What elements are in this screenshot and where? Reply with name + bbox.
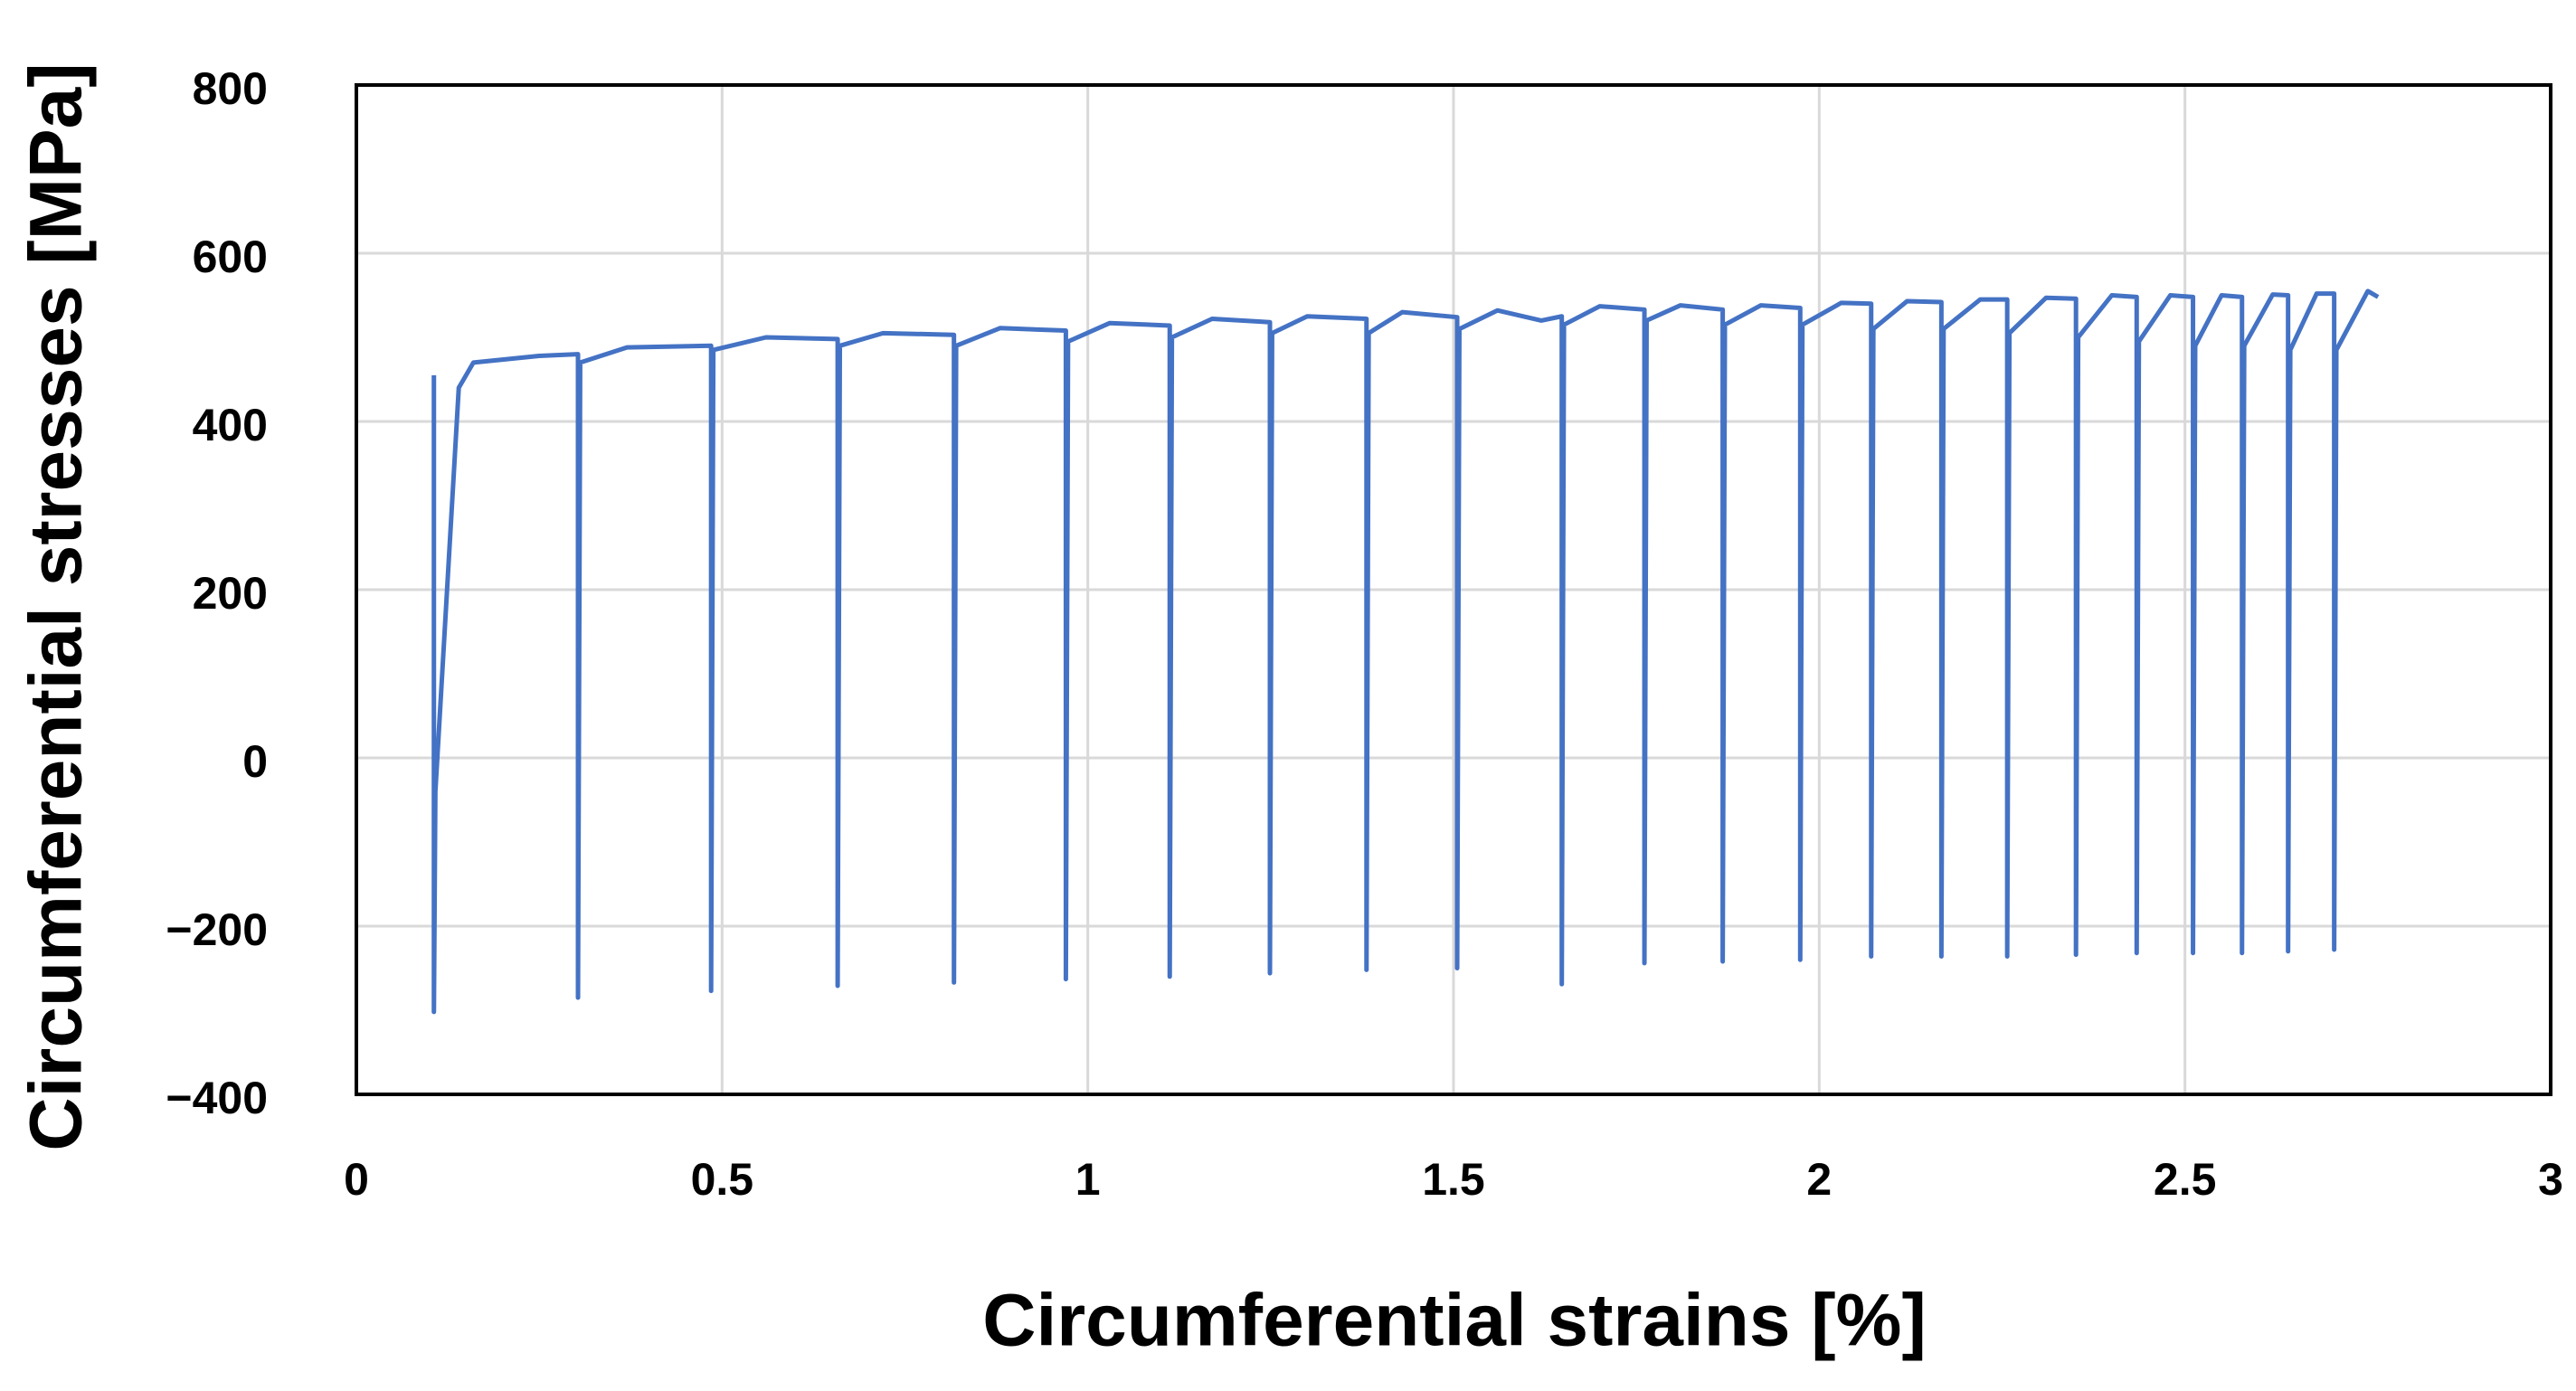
y-tick-label: 0 [242,736,268,787]
y-tick-label: 400 [193,400,268,450]
x-tick-label: 1.5 [1422,1154,1485,1205]
plot-frame [355,83,2552,1096]
x-tick-label: 2 [1806,1154,1832,1205]
x-tick-label: 2.5 [2154,1154,2217,1205]
y-tick-label: 200 [193,568,268,619]
y-tick-label: 800 [193,63,268,114]
y-tick-label: −200 [166,904,268,955]
x-axis-title: Circumferential strains [%] [982,1280,1927,1362]
data-line [431,289,2380,1015]
y-tick-label: −400 [166,1073,268,1123]
y-axis-title: Circumferential stresses [MPa] [15,62,98,1150]
x-tick-label: 0 [344,1154,369,1205]
x-tick-label: 0.5 [691,1154,754,1205]
y-tick-label: 600 [193,232,268,282]
x-tick-label: 3 [2538,1154,2563,1205]
x-tick-label: 1 [1075,1154,1101,1205]
